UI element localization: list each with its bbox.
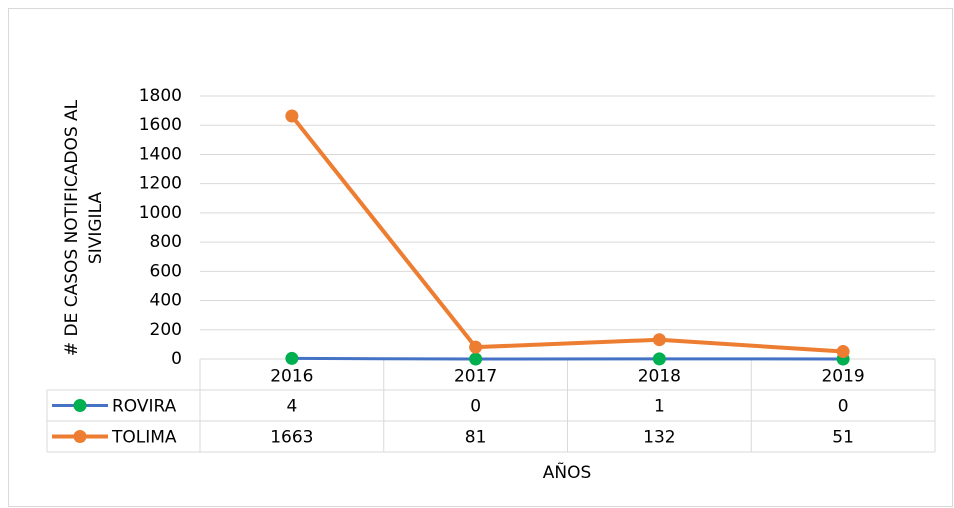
y-axis-label: SIVIGILA	[86, 192, 106, 264]
data-point	[652, 333, 666, 347]
y-axis-label: # DE CASOS NOTIFICADOS AL	[62, 99, 82, 356]
y-tick-label: 1200	[139, 174, 182, 194]
y-tick-label: 600	[150, 261, 182, 281]
y-tick-label: 400	[150, 291, 182, 311]
y-tick-label: 1600	[139, 115, 182, 135]
table-value: 0	[470, 397, 481, 417]
x-axis-label: AÑOS	[543, 461, 592, 483]
data-point	[836, 345, 850, 359]
x-tick-label: 2016	[270, 367, 313, 387]
legend-marker	[73, 399, 87, 412]
x-tick-label: 2019	[821, 367, 864, 387]
table-value: 132	[643, 428, 675, 448]
series-line	[291, 356, 844, 361]
table-value: 51	[832, 428, 854, 448]
y-tick-label: 200	[150, 320, 182, 340]
data-point	[469, 352, 483, 366]
y-tick-label: 800	[150, 232, 182, 252]
series-line	[290, 114, 844, 354]
data-point	[285, 351, 299, 365]
data-point	[652, 352, 666, 366]
y-tick-label: 0	[171, 349, 182, 369]
table-value: 81	[465, 428, 487, 448]
data-point	[469, 340, 483, 354]
table-value: 1663	[270, 428, 313, 448]
legend-marker	[73, 430, 87, 443]
table-value: 1	[654, 397, 665, 417]
x-tick-label: 2018	[638, 367, 681, 387]
legend-label: TOLIMA	[111, 428, 177, 448]
table-value: 0	[838, 397, 849, 417]
y-tick-label: 1400	[139, 144, 182, 164]
legend-label: ROVIRA	[112, 397, 177, 417]
x-tick-label: 2017	[454, 367, 497, 387]
chart-frame	[8, 8, 953, 507]
data-point	[285, 109, 299, 123]
y-tick-label: 1800	[139, 86, 182, 106]
table-value: 4	[286, 397, 297, 417]
y-tick-label: 1000	[139, 203, 182, 223]
